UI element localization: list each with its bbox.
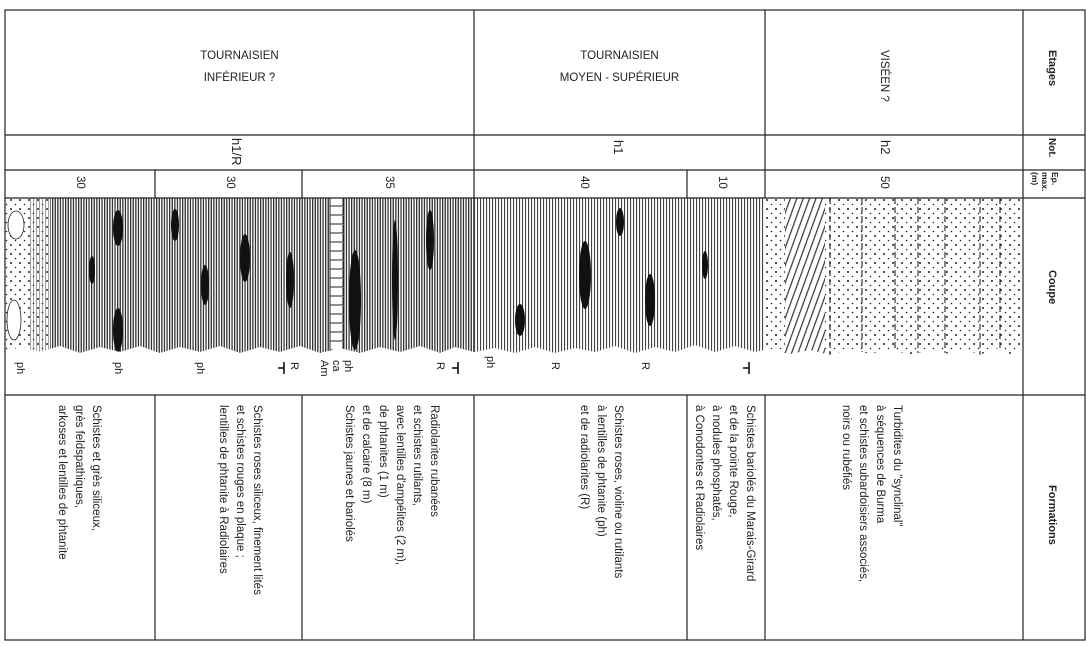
thickness: 10 [716,176,728,189]
formation-line: et de calcaire (8 m) [357,405,374,635]
thickness: 50 [878,176,890,189]
stage-line: MOYEN - SUPÉRIEUR [474,67,765,89]
row-label-line: (m) [1030,172,1040,191]
formation-line: avec lentilles d'ampélites (2 m), [391,405,408,635]
formation-line: grès feldspathiques, [70,405,87,635]
section-label: ph [14,362,26,374]
row-label: Etages [1046,50,1058,86]
row-label: Formations [1046,485,1058,545]
formation-line: à lentilles de phtanite (ph) [592,405,609,635]
formation-line: Schistes roses siliceux, finement lités [248,405,265,635]
row-label: Not. [1046,138,1057,157]
formation-line: et schistes rouges en plaque ; [231,405,248,635]
page: TOURNAISIENINFÉRIEUR ? TOURNAISIENMOYEN … [0,0,1087,646]
formation-line: arkoses et lentilles de phtanite [53,405,70,635]
section-label: R [434,362,446,370]
formation-line: à nodules phosphatés, [707,405,724,635]
formation-text: Turbidites du "synclinal"à séquences de … [830,405,905,635]
diagram-frame [0,0,1087,646]
thickness: 30 [224,176,236,189]
thickness: 30 [74,176,86,189]
notation: h2 [878,140,893,154]
notation: h1 [611,140,626,154]
notation: h1/R [229,138,244,165]
formation-line: à Conodontes et Radiolaires [690,405,707,635]
stage-line: INFÉRIEUR ? [5,67,474,89]
formation-text: Schistes et grès siliceux,grès feldspath… [44,405,104,635]
formation-line: et schistes subardoisiers associés, [854,405,871,635]
formation-line: et de la pointe Rouge, [724,405,741,635]
section-line: ca [330,360,342,377]
section-label: R [639,362,651,370]
formation-line: Radiolarites rubanées [425,405,442,635]
formation-line: de phtanites (1 m) [374,405,391,635]
formation-line: Schistes bariolés du Marais-Girard [741,405,758,635]
stage-line: TOURNAISIEN [5,45,474,67]
formation-line: Schistes roses, violine ou rutilants [609,405,626,635]
formation-line: Schistes jaunes et bariolés [340,405,357,635]
section-patterns [5,198,1022,360]
row-label: Coupe [1046,270,1058,304]
stage-line: VISÉEN ? [878,50,890,102]
formation-line: à séquences de Burma [871,405,888,635]
row-label-line: Ep. [1050,172,1060,191]
formation-line: lentilles de phtanite à Radiolaires [214,405,231,635]
formation-line: et de radiolarites (R) [575,405,592,635]
row-label-line: max. [1040,172,1050,191]
section-line: ph [342,360,354,377]
formation-line: Turbidites du "synclinal" [888,405,905,635]
formation-line: noirs ou rubéfiés [837,405,854,635]
section-label: ph [112,362,124,374]
thickness: 40 [578,176,590,189]
formation-line: Schistes et grès siliceux, [87,405,104,635]
section-label: R [549,362,561,370]
section-line: Am [318,360,330,377]
thickness: 35 [383,176,395,189]
section-label: ph [484,356,496,368]
formation-line: et schistes rutilants, [408,405,425,635]
stage-line: TOURNAISIEN [474,45,765,67]
section-label: ph [194,362,206,374]
section-label: R [288,362,300,370]
row-label: Ep.max.(m) [1030,172,1060,191]
